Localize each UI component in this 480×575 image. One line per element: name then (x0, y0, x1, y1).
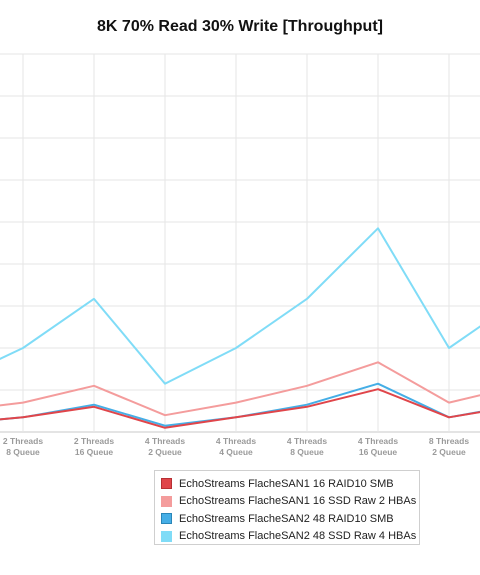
legend-item: EchoStreams FlacheSAN2 48 RAID10 SMB (161, 510, 419, 528)
legend-item: EchoStreams FlacheSAN1 16 SSD Raw 2 HBAs (161, 493, 419, 511)
series-line-3 (0, 382, 480, 427)
x-tick-label: 4 Threads (145, 436, 185, 446)
x-tick-label: 8 Queue (6, 447, 40, 457)
x-tick-label: 4 Threads (216, 436, 256, 446)
grid (0, 53, 480, 433)
x-tick-label: 2 Queue (432, 447, 466, 457)
legend: EchoStreams FlacheSAN1 16 RAID10 SMB Echo… (154, 470, 420, 545)
series-line-2 (0, 361, 480, 417)
legend-label: EchoStreams FlacheSAN1 16 SSD Raw 2 HBAs (179, 495, 417, 508)
legend-item: EchoStreams FlacheSAN2 48 SSD Raw 4 HBAs (161, 528, 419, 546)
series-line-1 (0, 388, 480, 429)
x-tick-label: 2 Threads (74, 436, 114, 446)
legend-item: EchoStreams FlacheSAN1 16 RAID10 SMB (161, 475, 419, 493)
legend-label: EchoStreams FlacheSAN1 16 RAID10 SMB (179, 477, 394, 490)
x-tick-label: 4 Threads (287, 436, 327, 446)
series-line-4 (0, 227, 480, 385)
legend-label: EchoStreams FlacheSAN2 48 RAID10 SMB (179, 512, 394, 525)
x-tick-label: 4 Queue (219, 447, 253, 457)
legend-swatch (161, 513, 172, 525)
x-tick-label: 2 Queue (148, 447, 182, 457)
legend-swatch (161, 495, 172, 507)
legend-label: EchoStreams FlacheSAN2 48 SSD Raw 4 HBAs (179, 530, 417, 543)
x-tick-label: 16 Queue (75, 447, 114, 457)
x-tick-label: 8 Threads (429, 436, 469, 446)
x-tick-label: 16 Queue (359, 447, 398, 457)
x-tick-label: 2 Threads (3, 436, 43, 446)
series-lines (0, 227, 480, 429)
x-tick-label: 8 Queue (290, 447, 324, 457)
x-tick-label: 4 Threads (358, 436, 398, 446)
legend-swatch (161, 530, 172, 542)
chart-title: 8K 70% Read 30% Write [Throughput] (97, 18, 383, 35)
legend-swatch (161, 478, 172, 490)
